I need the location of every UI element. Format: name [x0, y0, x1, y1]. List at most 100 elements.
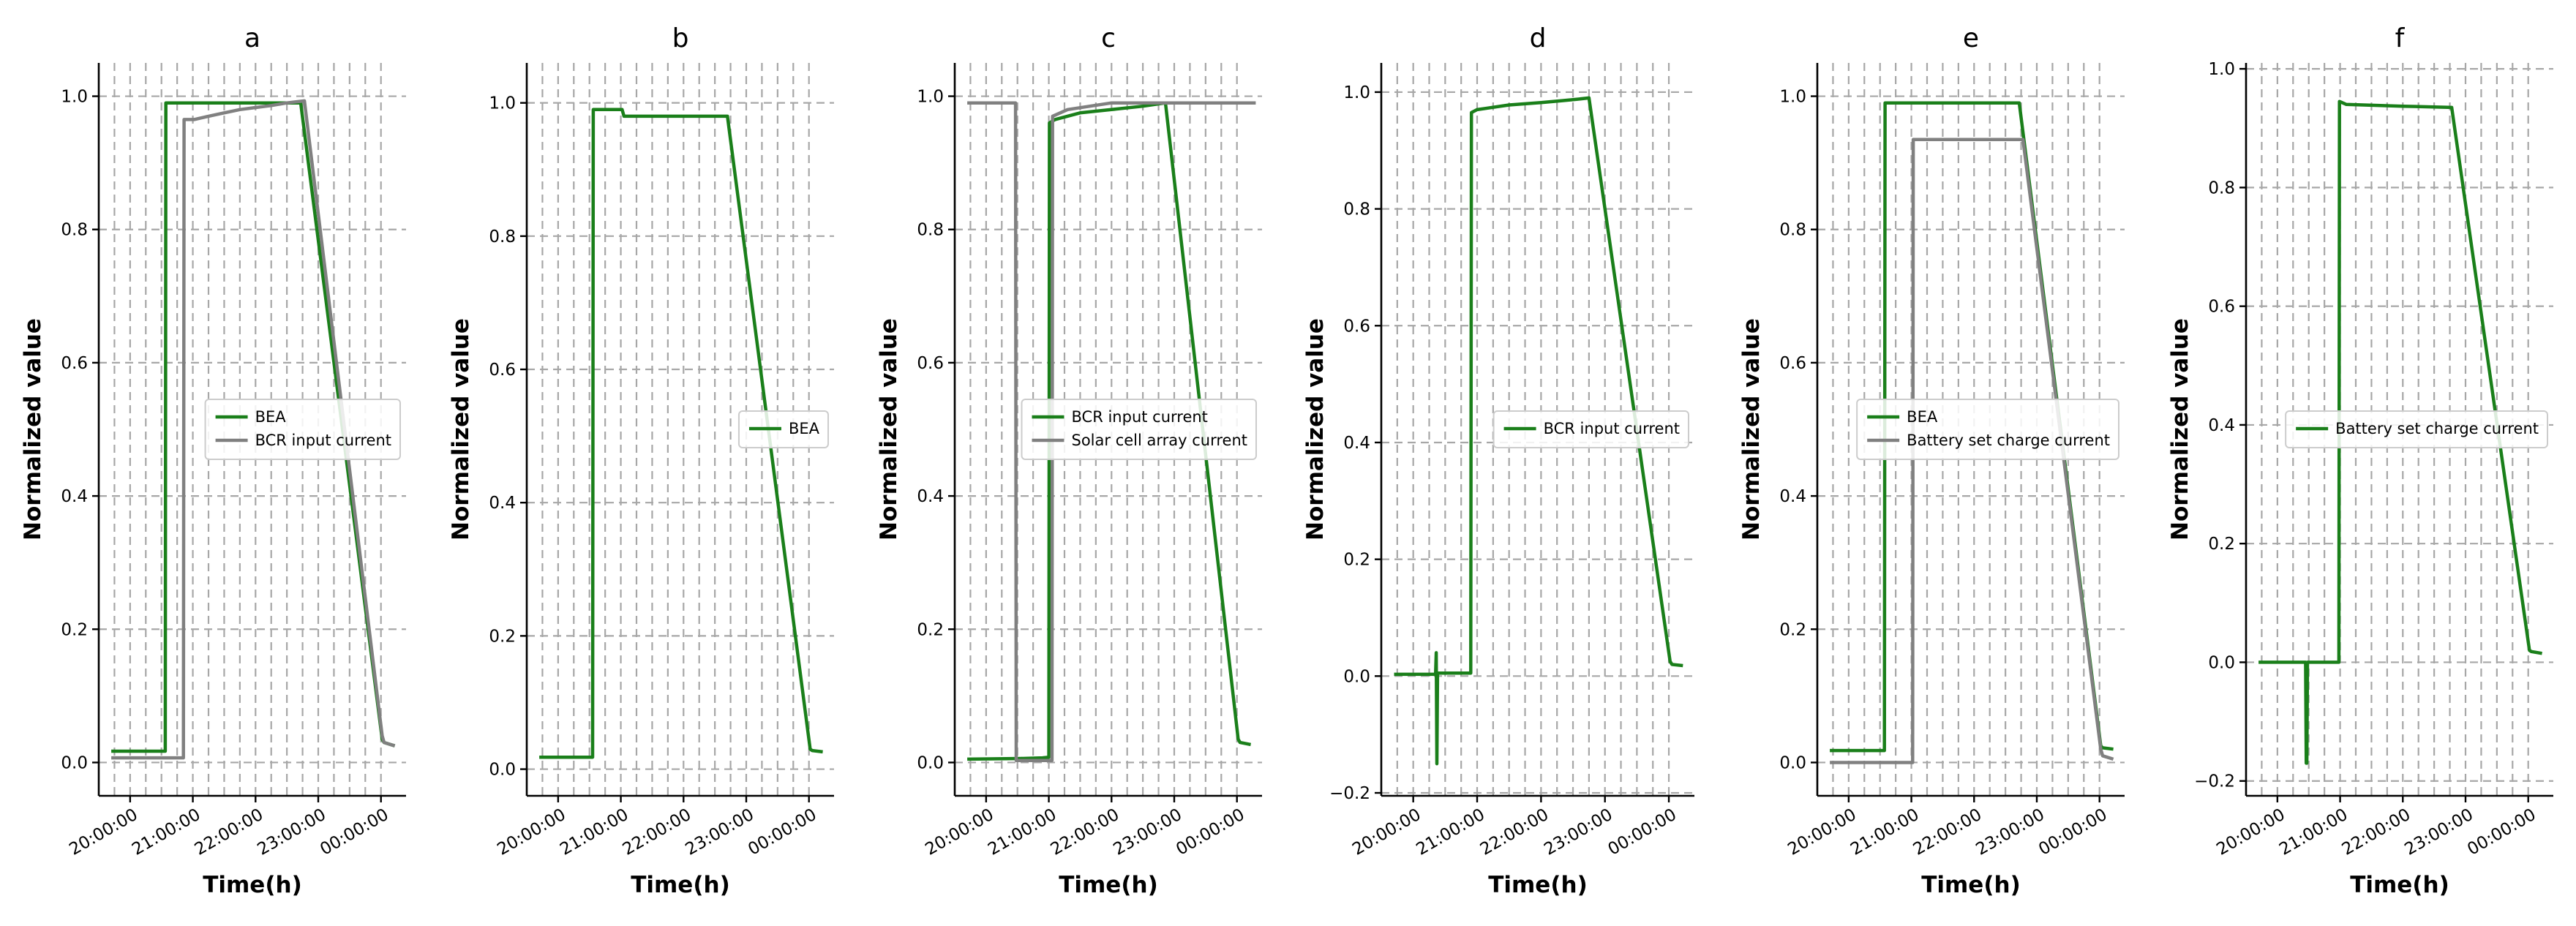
gridlines: [955, 63, 1262, 796]
x-tick-label: 00:00:00: [317, 805, 391, 859]
x-tick-label: 23:00:00: [1973, 805, 2048, 859]
x-tick-label: 21:00:00: [1847, 805, 1922, 859]
y-tick-label: 1.0: [1343, 83, 1370, 102]
y-tick-label: 0.8: [1343, 200, 1370, 219]
y-tick-label: 0.2: [61, 620, 88, 639]
legend-label-2: Solar cell array current: [1072, 432, 1248, 449]
series-group: [1394, 96, 1683, 766]
x-tick-label: 00:00:00: [1173, 805, 1247, 859]
y-axis-label: Normalized value: [1302, 318, 1329, 541]
x-tick-label: 23:00:00: [1541, 805, 1615, 859]
y-tick-label: 0.8: [2208, 178, 2235, 197]
legend-label-1: BEA: [789, 420, 820, 437]
x-tick-label: 22:00:00: [2339, 805, 2414, 859]
y-tick-label: 0.8: [489, 227, 516, 246]
x-tick-label: 20:00:00: [494, 805, 568, 859]
panel-title: e: [1963, 23, 1979, 53]
y-axis-label: Normalized value: [448, 318, 474, 541]
y-tick-label: 1.0: [2208, 60, 2235, 79]
series-group: [2258, 99, 2542, 765]
gridlines: [1817, 63, 2125, 796]
y-tick-label: 0.4: [61, 487, 88, 506]
series-line: [967, 101, 1252, 761]
x-tick-label: 20:00:00: [1349, 805, 1424, 859]
y-tick-label: 0.4: [489, 494, 516, 513]
y-tick-label: 0.2: [917, 620, 944, 639]
x-tick-label: 20:00:00: [922, 805, 996, 859]
series-group: [1830, 101, 2114, 764]
y-tick-label: 0.2: [1779, 620, 1806, 639]
panel-c: c Time(h) Normalized value 0.0 0.2 0.4 0.6 0…: [876, 23, 1262, 898]
x-tick-label: 00:00:00: [2464, 805, 2539, 859]
y-tick-label: −0.2: [1329, 784, 1370, 803]
series-line: [1830, 101, 2114, 753]
panel-title: f: [2395, 23, 2406, 53]
y-tick-label: 0.6: [917, 354, 944, 373]
x-tick-label: 21:00:00: [985, 805, 1059, 859]
legend-box: [1856, 399, 2119, 460]
x-tick-label: 22:00:00: [1910, 805, 1985, 859]
y-tick-label: 0.2: [1343, 551, 1370, 570]
legend-box: [2285, 410, 2548, 448]
legend-label-1: Battery set charge current: [2335, 420, 2539, 437]
y-tick-label: −0.2: [2194, 772, 2235, 791]
legend-label-1: BCR input current: [1072, 408, 1208, 426]
x-tick-label: 21:00:00: [129, 805, 203, 859]
panel-title: a: [244, 23, 260, 53]
panel-b: b Time(h) Normalized value 0.0 0.2 0.4 0.6 0…: [448, 23, 834, 898]
series-group: [539, 108, 823, 759]
legend: BEA Battery set charge current: [1856, 399, 2119, 460]
y-tick-label: 1.0: [489, 94, 516, 113]
x-tick-label: 20:00:00: [2213, 805, 2288, 859]
series-line: [111, 99, 396, 760]
gridlines: [99, 63, 406, 796]
panel-d: d Time(h) Normalized value −0.2 0.0 0.2 0.4…: [1302, 23, 1694, 898]
series-line: [2258, 99, 2542, 765]
legend: Battery set charge current: [2285, 410, 2548, 448]
panel-f: f Time(h) Normalized value −0.2 0.0 0.2 0.4…: [2167, 23, 2553, 898]
legend-box: [1021, 399, 1257, 460]
y-tick-label: 0.2: [489, 627, 516, 646]
y-tick-label: 0.0: [61, 753, 88, 772]
legend: BCR input current Solar cell array curren…: [1021, 399, 1257, 460]
y-tick-label: 0.4: [2208, 416, 2235, 435]
y-tick-label: 0.4: [1779, 487, 1806, 506]
panel-e: e Time(h) Normalized value 0.0 0.2 0.4 0.6 0…: [1738, 23, 2125, 898]
y-tick-label: 0.8: [917, 221, 944, 240]
x-tick-label: 00:00:00: [1605, 805, 1680, 859]
legend-box: [737, 410, 829, 448]
x-tick-label: 21:00:00: [2276, 805, 2351, 859]
y-tick-label: 1.0: [917, 88, 944, 107]
x-tick-label: 22:00:00: [192, 805, 266, 859]
y-axis-label: Normalized value: [1738, 318, 1765, 541]
y-tick-label: 0.6: [61, 354, 88, 373]
gridlines: [527, 63, 834, 796]
x-axis-label: Time(h): [1921, 872, 2021, 898]
legend: BCR input current: [1492, 410, 1689, 448]
x-tick-label: 00:00:00: [2035, 805, 2110, 859]
legend: BEA: [737, 410, 829, 448]
y-tick-label: 0.8: [1779, 221, 1806, 240]
y-axis-label: Normalized value: [2167, 318, 2193, 541]
y-tick-label: 0.0: [1343, 667, 1370, 686]
x-axis-label: Time(h): [1488, 872, 1588, 898]
x-tick-label: 22:00:00: [1477, 805, 1552, 859]
series-line: [1830, 138, 2114, 764]
x-tick-label: 21:00:00: [1413, 805, 1488, 859]
series-line: [1394, 96, 1683, 766]
legend-label-2: Battery set charge current: [1907, 432, 2110, 449]
legend-label-1: BEA: [1907, 408, 1938, 426]
panel-title: d: [1530, 23, 1547, 53]
legend-label-1: BEA: [255, 408, 287, 426]
y-tick-label: 0.0: [489, 761, 516, 780]
y-tick-label: 0.0: [1779, 753, 1806, 772]
x-tick-label: 22:00:00: [1048, 805, 1122, 859]
legend: BEA BCR input current: [204, 399, 401, 460]
x-axis-label: Time(h): [2350, 872, 2449, 898]
x-axis-label: Time(h): [631, 872, 730, 898]
y-tick-label: 1.0: [1779, 88, 1806, 107]
panel-title: b: [672, 23, 689, 53]
panel-a: a Time(h) Normalized value 0.0 0.2 0.4 0.6 0…: [20, 23, 406, 898]
x-tick-label: 21:00:00: [557, 805, 631, 859]
